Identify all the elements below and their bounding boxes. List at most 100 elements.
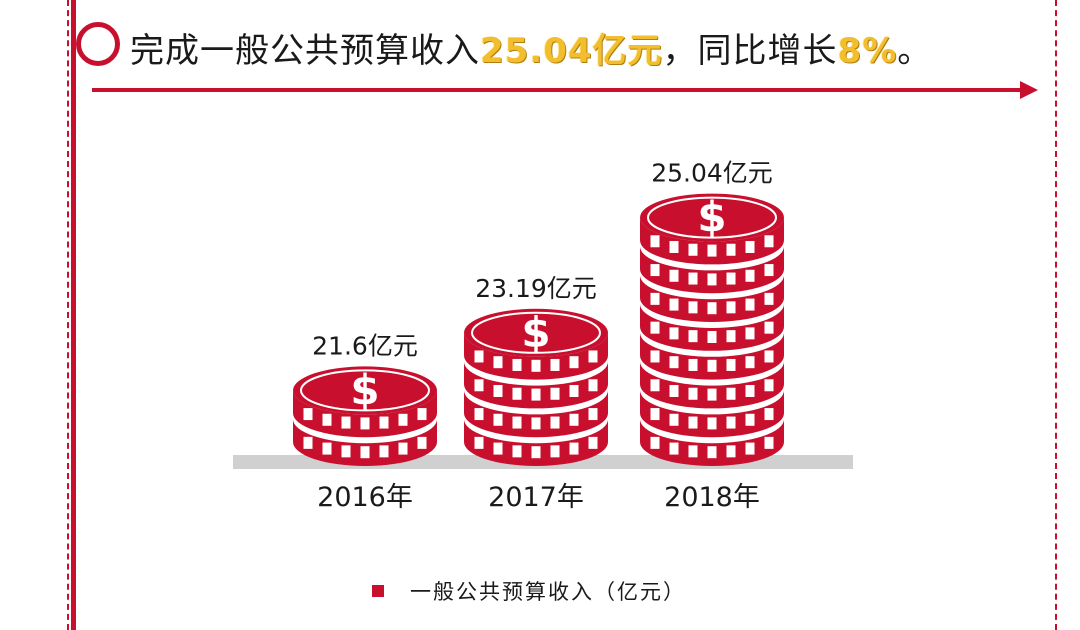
coin-notch (360, 446, 370, 459)
headline-text-1: 完成一般公共预算收入 (130, 31, 480, 71)
coin-notch (669, 384, 679, 397)
headline-text-2: ，同比增长 (662, 31, 838, 71)
coin-notch (745, 442, 755, 455)
coin-notch (569, 413, 579, 426)
coin-notch (303, 436, 313, 449)
frame-left-dashed-line (67, 0, 69, 630)
coin-notch (650, 408, 660, 421)
coin-top-ring (647, 196, 777, 239)
coin-notch (688, 301, 698, 314)
coin-notch (745, 413, 755, 426)
coin-notch (322, 442, 332, 455)
coin-notch (512, 445, 522, 458)
dollar-coin-icon: $ (350, 365, 379, 414)
coin-notch (303, 408, 313, 421)
dollar-coin-icon: $ (697, 193, 726, 242)
headline: 完成一般公共预算收入25.04亿元，同比增长8%。 (130, 22, 932, 80)
coin-notch (650, 264, 660, 277)
coin-notch (417, 408, 427, 421)
coin-notch (745, 356, 755, 369)
coin-notch (669, 240, 679, 253)
coin-notch (650, 235, 660, 248)
coin-notch (726, 358, 736, 371)
coin-stack-2018年: $ (640, 193, 784, 466)
coin-notch (588, 350, 598, 363)
coin-top-ring (471, 311, 601, 354)
coin-notch (707, 388, 717, 401)
coin-notch (707, 417, 717, 430)
headline-arrow-line (92, 88, 1022, 92)
coin-notch (688, 358, 698, 371)
coin-notch (745, 298, 755, 311)
coin-top (293, 366, 437, 415)
title-circle-icon (76, 22, 120, 66)
coin-notch (512, 358, 522, 371)
coin-notch (474, 350, 484, 363)
coin-notch (341, 445, 351, 458)
coin-notch (531, 446, 541, 459)
coin-notch (550, 387, 560, 400)
coin-notch (474, 436, 484, 449)
coin-notch (688, 387, 698, 400)
coin-notch (726, 445, 736, 458)
coin-top (640, 193, 784, 242)
coin-top (464, 308, 608, 357)
coin-notch (764, 292, 774, 305)
coin-notch (726, 301, 736, 314)
coin-notch (531, 388, 541, 401)
coin-notch (726, 243, 736, 256)
coin-top-ring (300, 369, 430, 412)
coin-notch (669, 327, 679, 340)
category-label: 2018年 (664, 482, 760, 513)
coin-notch (493, 356, 503, 369)
coin-notch (550, 358, 560, 371)
coin-notch (650, 379, 660, 392)
coin-notch (764, 264, 774, 277)
coin-notch (688, 445, 698, 458)
coin-notch (726, 272, 736, 285)
coin-notch (726, 330, 736, 343)
coin-notch (764, 379, 774, 392)
coin-notch (688, 272, 698, 285)
coin-notch (512, 387, 522, 400)
coin-notch (726, 416, 736, 429)
legend-label: 一般公共预算收入（亿元） (410, 580, 686, 604)
coin-notch (688, 416, 698, 429)
coin-notch (588, 379, 598, 392)
coin-notch (707, 273, 717, 286)
coin-notch (650, 350, 660, 363)
coin-notch (669, 269, 679, 282)
frame-left-bar (71, 0, 76, 630)
coin-notch (707, 244, 717, 257)
coin-notch (707, 446, 717, 459)
coin-notch (688, 330, 698, 343)
coin-notch (417, 436, 427, 449)
coin-notch (669, 413, 679, 426)
coin-notch (569, 356, 579, 369)
coin-notch (493, 413, 503, 426)
category-label: 2017年 (488, 482, 584, 513)
coin-notch (588, 408, 598, 421)
coin-notch (764, 436, 774, 449)
coin-notch (764, 350, 774, 363)
legend: 一般公共预算收入（亿元） (372, 576, 686, 606)
coin-notch (474, 379, 484, 392)
coin-notch (669, 298, 679, 311)
coin-stacks: $ $ $ (293, 193, 784, 466)
coin-notch (745, 240, 755, 253)
coin-notch (550, 445, 560, 458)
coin-notch (398, 442, 408, 455)
coin-notch (569, 384, 579, 397)
legend-swatch (372, 585, 384, 597)
coin-stack-2016年: $ (293, 365, 437, 466)
coin-notch (688, 243, 698, 256)
coin-notch (379, 416, 389, 429)
coin-notch (398, 413, 408, 426)
value-label: 21.6亿元 (312, 331, 418, 360)
coin-notch (379, 445, 389, 458)
coin-notch (669, 442, 679, 455)
coin-notch (707, 302, 717, 315)
headline-highlight-growth: 8% (837, 31, 898, 71)
coin-notch (764, 408, 774, 421)
